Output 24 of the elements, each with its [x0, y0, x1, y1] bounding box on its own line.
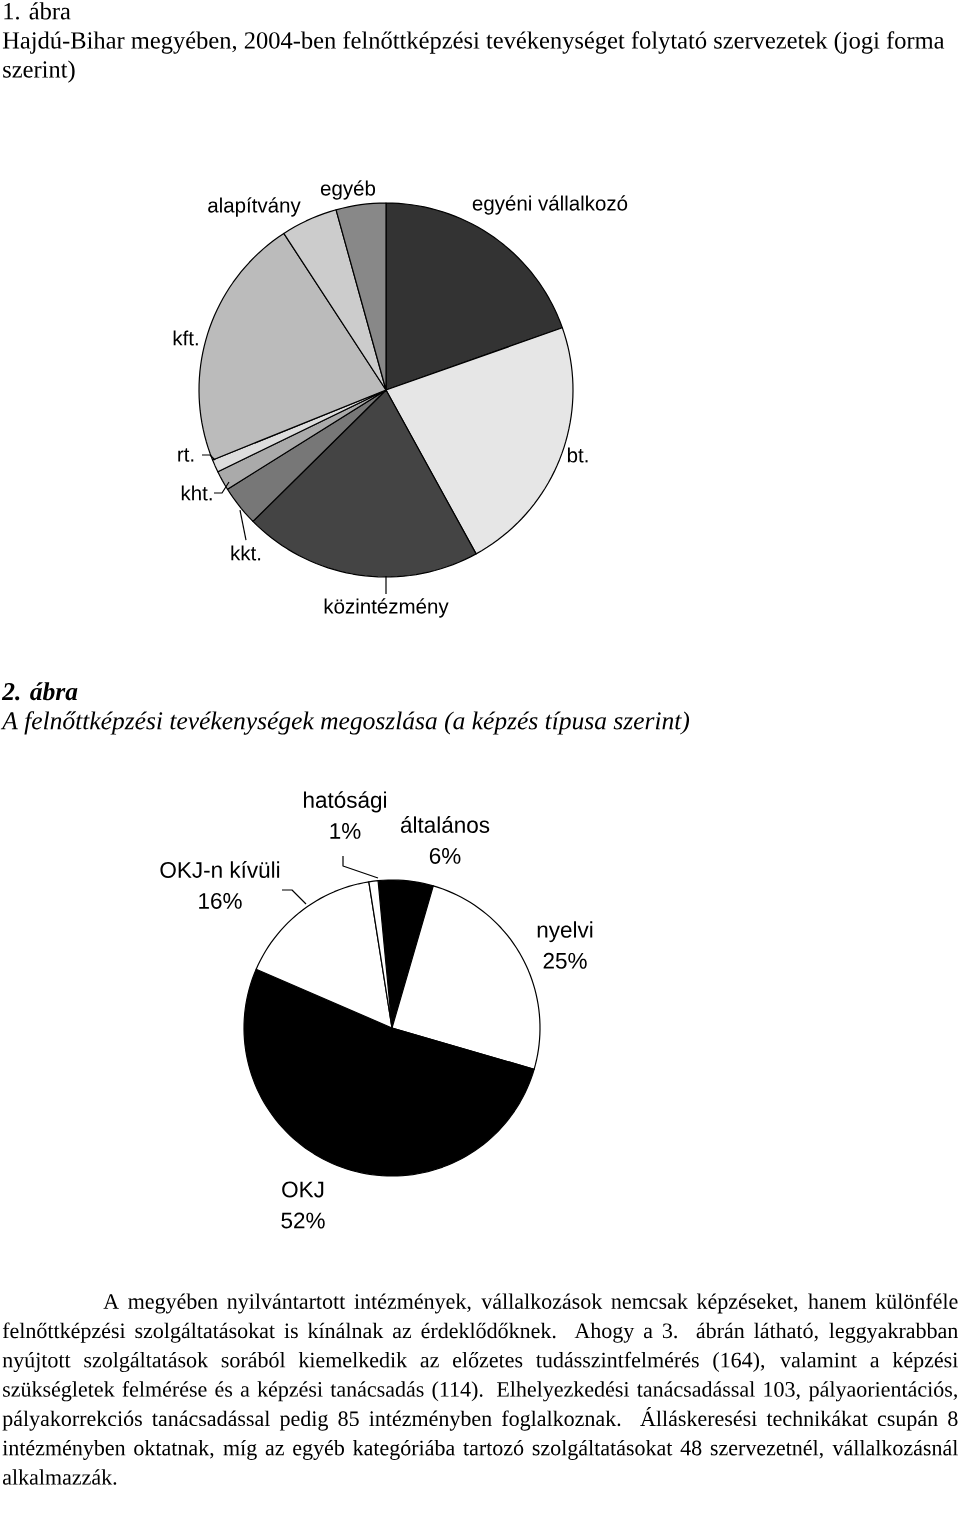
slice-label: hatósági — [304, 791, 386, 813]
slice-label: általános — [400, 816, 490, 833]
slice-label: egyéb — [320, 180, 376, 200]
chart-subtitle: A felnőttképzési tevékenységek megoszlása (a képzés típusa szerint) — [0, 711, 690, 735]
slice-label: nyelvi — [537, 921, 593, 943]
data-label: 25% — [543, 952, 587, 969]
text: A megyében nyilvántartott intézmények, vállalkozások nemcsak képzéseket, hanem különféle felnőttképzési szolgáltatásokat is kínálnak az érdeklődőknek. Ahogy a 3. ábrán látható, leggyakrabban nyújtott szolgáltatások sorából kiemelkedik az előzetes tudásszintfelmérés (164), valamint a képzési szükségletek felmérése és a képzési tanácsadás (114). Elhelyezkedési tanácsadással 103, pályaorientációs, pályakorrekciós tanácsadással pedig 85 intézményben foglalkoznak. Álláskeresési technikákat csupán 8 intézményben oktatnak, míg az egyéb kategóriába tartozó szolgáltatásokat 48 szervezetnél, vállalkozásnál alkalmazzák. — [2, 1293, 958, 1485]
slice-label: alapítvány — [208, 197, 301, 217]
data-label: 1% — [330, 823, 361, 839]
slice-label: rt. — [178, 448, 194, 462]
data-label: 6% — [429, 847, 461, 864]
slice-label: közintézmény — [324, 598, 449, 618]
slice-label: kft. — [173, 330, 198, 346]
chart-title: 2. ábra — [1, 682, 78, 701]
slice-label: egyéni vállalkozó — [472, 195, 628, 215]
chart-title: 1. ábra — [4, 2, 71, 20]
chart-subtitle: Hajdú-Bihar megyében, 2004-ben felnőttképzési tevékenységet folytató szervezetek (jogi forma szerint) — [2, 31, 945, 83]
slice-label: kht. — [181, 485, 212, 501]
slice-label: OKJ — [282, 1181, 324, 1198]
slice-label: bt. — [567, 447, 588, 463]
slice-label: kkt. — [231, 545, 261, 561]
data-label: 52% — [281, 1212, 325, 1229]
slice-label: OKJ-n kívüli — [160, 861, 280, 878]
data-label: 16% — [199, 892, 242, 909]
